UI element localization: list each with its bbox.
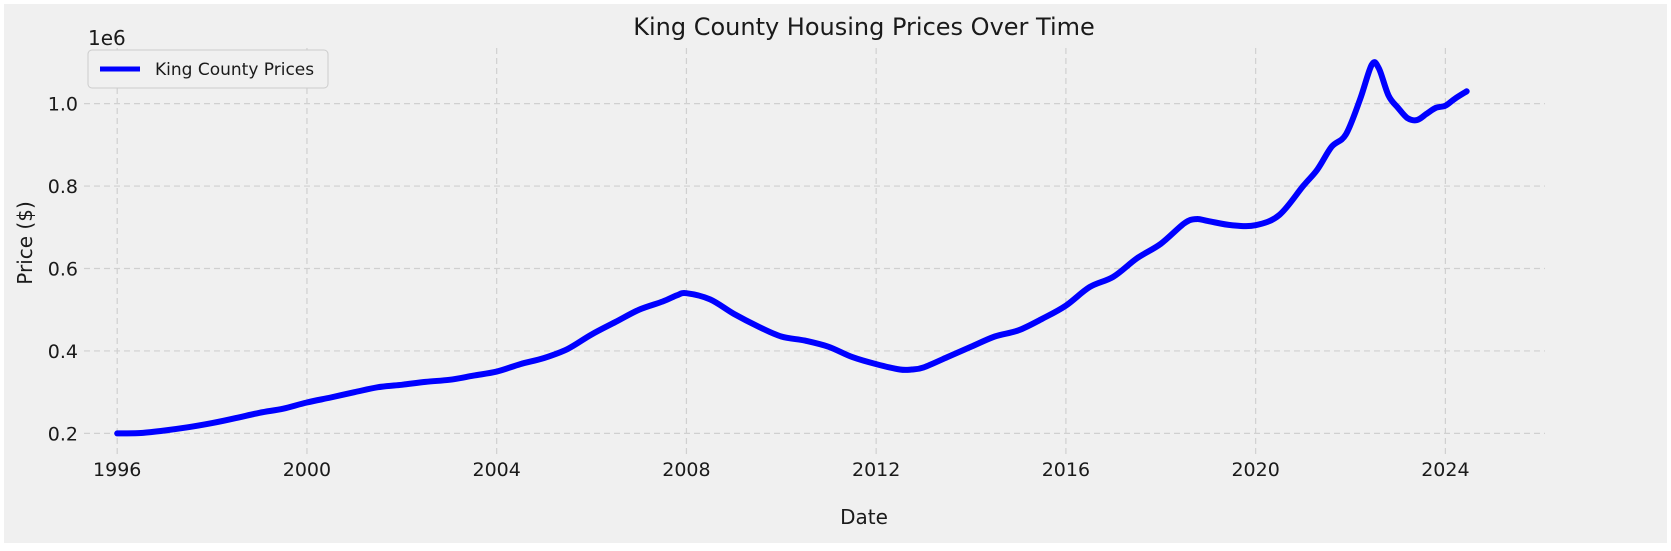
y-tick-label: 0.4 xyxy=(48,341,78,363)
y-scale-label: 1e6 xyxy=(88,26,126,50)
x-tick-label: 2000 xyxy=(283,459,331,481)
x-tick-label: 2024 xyxy=(1421,459,1469,481)
x-tick-label: 2008 xyxy=(662,459,710,481)
y-tick-label: 1.0 xyxy=(48,94,78,116)
series-line-king-county-prices xyxy=(114,59,1470,437)
y-axis-label: Price ($) xyxy=(13,201,37,284)
x-tick-label: 2020 xyxy=(1231,459,1279,481)
x-tick-label: 2016 xyxy=(1042,459,1090,481)
chart-title: King County Housing Prices Over Time xyxy=(633,13,1095,41)
y-tick-label: 0.8 xyxy=(48,176,78,198)
x-tick-label: 1996 xyxy=(93,459,141,481)
series-layer xyxy=(114,59,1470,437)
legend-label: King County Prices xyxy=(155,60,314,80)
y-tick-label: 0.2 xyxy=(48,423,78,445)
x-tick-label: 2004 xyxy=(473,459,521,481)
x-axis-label: Date xyxy=(840,505,888,529)
grid-layer xyxy=(84,48,1545,454)
legend: King County Prices xyxy=(87,49,329,89)
legend-box xyxy=(87,49,329,89)
tick-layer: 1996 2000 2004 2008 2012 2016 2020 2024 0.2 0.4 0.… xyxy=(48,94,1470,481)
y-tick-label: 0.6 xyxy=(48,259,78,281)
x-tick-label: 2012 xyxy=(852,459,900,481)
